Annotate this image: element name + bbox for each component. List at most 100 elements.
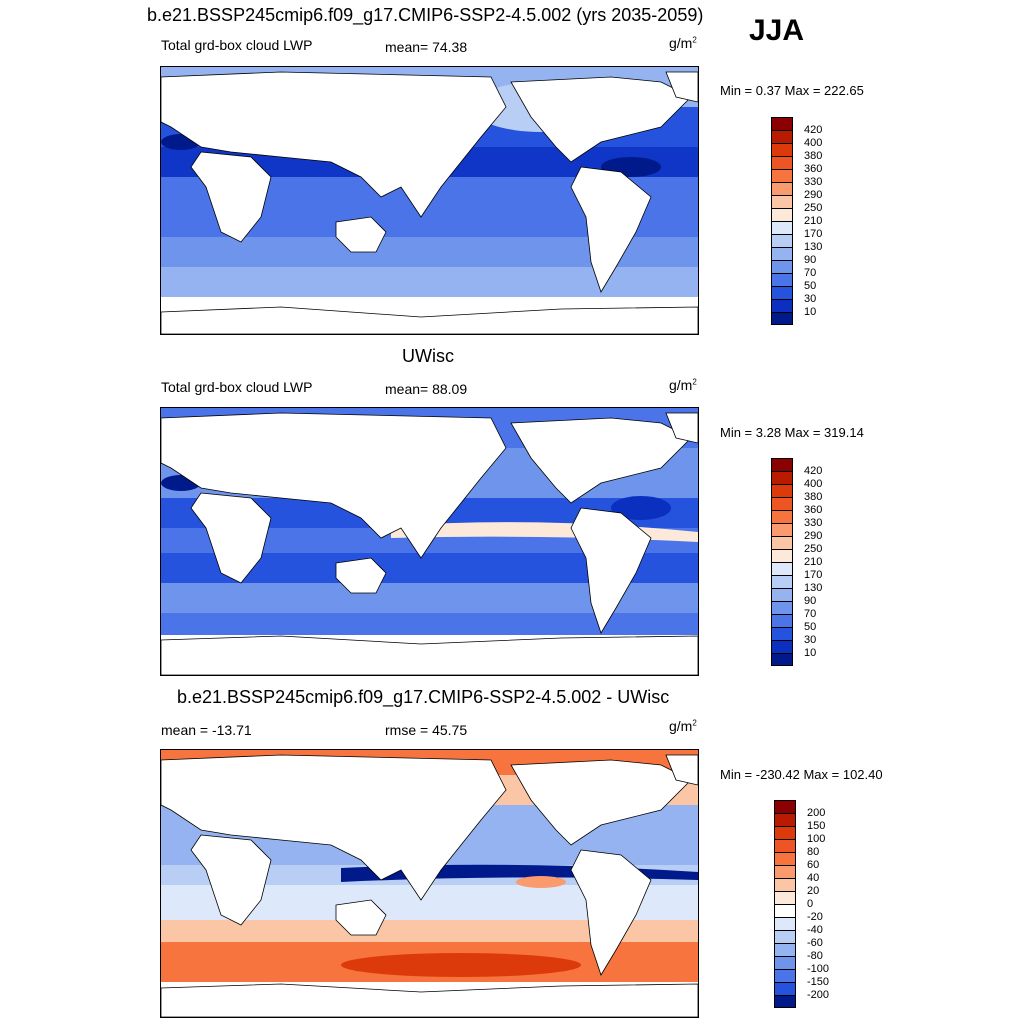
colorbar-tick-label: 70 [804,608,817,620]
colorbar-swatch [771,130,793,143]
continent-africa [190,151,272,243]
colorbar-swatch [771,549,793,562]
colorbar-tick-label: 250 [804,543,823,555]
continent-eurasia [161,412,507,559]
colorbar-tick-label: 420 [804,124,823,136]
colorbar-swatch [771,614,793,627]
colorbar-swatch [771,627,793,640]
panel-minmax: Min = 3.28 Max = 319.14 [720,425,864,440]
colorbar-swatch [771,273,793,286]
colorbar-swatch [771,536,793,549]
colorbar-tick-label: 70 [804,267,817,279]
continent-eurasia [161,71,507,218]
colorbar-swatch [771,523,793,536]
colorbar-swatch [774,891,796,904]
continent-greenland [665,754,698,786]
colorbar-tick-label: 40 [807,872,820,884]
continent-australia [335,216,387,253]
colorbar-tick-label: 400 [804,137,823,149]
map-field-model [161,67,698,334]
map-panel-model [160,66,699,335]
colorbar-tick-label: 290 [804,189,823,201]
colorbar-swatch [771,208,793,221]
colorbar-swatch [774,865,796,878]
panel-rmse-label: rmse = 45.75 [385,722,468,738]
map-panel-diff [160,749,699,1018]
colorbar-swatch [774,956,796,969]
colorbar-tick-label: -150 [807,976,830,988]
colorbar-swatch [774,878,796,891]
colorbar-swatch [771,653,793,666]
panel-variable-label: Total grd-box cloud LWP [161,37,313,53]
colorbar-tick-label: -100 [807,963,830,975]
continent-antarctica [161,635,698,675]
colorbar-tick-label: 380 [804,150,823,162]
panel-minmax: Min = 0.37 Max = 222.65 [720,83,864,98]
panel-mean-label: mean= 88.09 [385,381,468,397]
colorbar-swatch [774,800,796,813]
panel-variable-label: Total grd-box cloud LWP [161,379,313,395]
colorbar-tick-label: 90 [804,595,817,607]
colorbar-swatch [771,156,793,169]
colorbar-tick-label: 50 [804,621,817,633]
colorbar-swatch [771,497,793,510]
colorbar-tick-label: 30 [804,293,817,305]
colorbar-tick-label: 20 [807,885,820,897]
map-panel-obs [160,407,699,676]
colorbar-tick-label: -60 [807,937,823,949]
colorbar-swatch [774,826,796,839]
colorbar-tick-label: 150 [807,820,826,832]
continent-south-america [570,507,652,634]
colorbar-swatch [771,234,793,247]
colorbar-swatch [771,299,793,312]
map-field-diff [161,750,698,1017]
colorbar-swatch [774,813,796,826]
colorbar-swatch [771,562,793,575]
colorbar-tick-label: 380 [804,491,823,503]
colorbar-tick-label: 80 [807,846,820,858]
colorbar-tick-label: 330 [804,517,823,529]
continent-australia [335,899,387,936]
colorbar-swatch [774,852,796,865]
colorbar-swatch [774,995,796,1008]
colorbar-tick-label: -80 [807,950,823,962]
colorbar-tick-label: 10 [804,647,817,659]
colorbar-tick-label: 250 [804,202,823,214]
colorbar-tick-label: 130 [804,582,823,594]
continent-south-america [570,849,652,976]
colorbar-tick-label: -200 [807,989,830,1001]
colorbar-swatch [774,930,796,943]
colorbar-swatch [771,286,793,299]
colorbar-tick-label: 420 [804,465,823,477]
colorbar-swatch [771,510,793,523]
colorbar-swatch [771,169,793,182]
colorbar-swatch [774,917,796,930]
continent-south-america [570,166,652,293]
colorbar-swatch [771,588,793,601]
colorbar-swatch [771,484,793,497]
panel-units: g/m2 [669,35,697,51]
panel-mean-label: mean= 74.38 [385,39,468,55]
continent-antarctica [161,306,698,334]
colorbar-tick-label: 290 [804,530,823,542]
panel-units: g/m2 [669,718,697,734]
continent-greenland [665,71,698,103]
colorbar-swatch [774,969,796,982]
colorbar-tick-label: 0 [807,898,814,910]
colorbar-swatch [771,143,793,156]
panel-diff-mean-label: mean = -13.71 [161,722,252,738]
colorbar-swatch [771,195,793,208]
panel-minmax: Min = -230.42 Max = 102.40 [720,767,883,782]
colorbar-swatch [771,601,793,614]
colorbar-tick-label: 210 [804,215,823,227]
colorbar-tick-label: -20 [807,911,823,923]
continent-eurasia [161,754,507,901]
colorbar-swatch [771,575,793,588]
colorbar-swatch [771,221,793,234]
colorbar-swatch [771,247,793,260]
colorbar-tick-label: 50 [804,280,817,292]
panel-title-model: b.e21.BSSP245cmip6.f09_g17.CMIP6-SSP2-4.… [147,5,704,25]
colorbar-tick-label: 400 [804,478,823,490]
colorbar-tick-label: 170 [804,228,823,240]
colorbar-swatch [771,640,793,653]
